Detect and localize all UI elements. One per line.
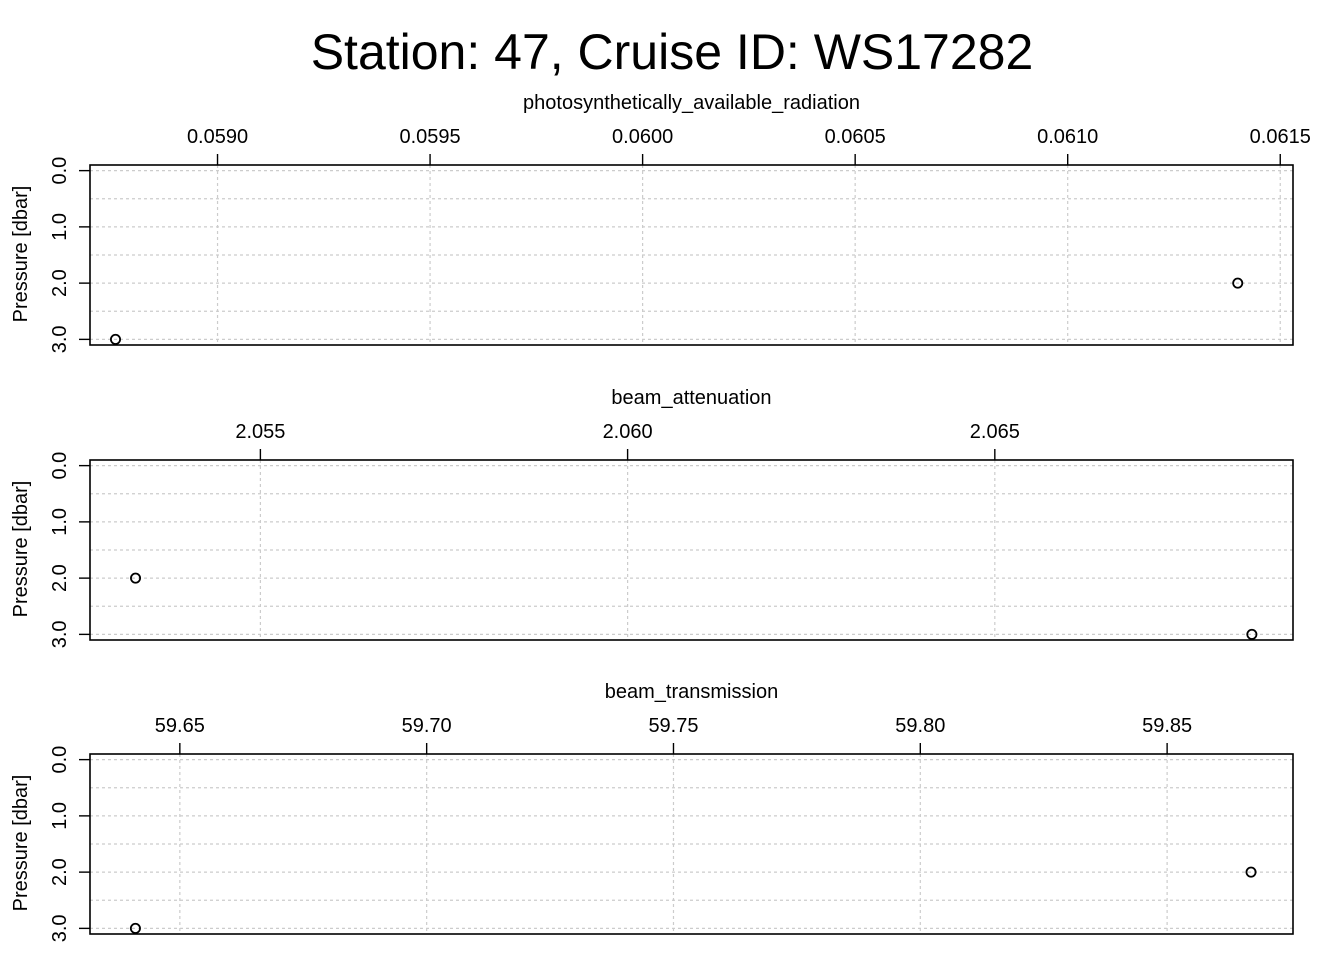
- y-axis-label: Pressure [dbar]: [10, 481, 32, 618]
- plot-frame: [89, 753, 1294, 935]
- x-axis-label: beam_attenuation: [611, 387, 771, 409]
- y-tick-label: 0.0: [49, 452, 71, 480]
- data-point: [130, 572, 142, 584]
- y-tick-label: 1.0: [49, 802, 71, 830]
- data-point: [110, 333, 122, 345]
- y-tick-label: 1.0: [49, 508, 71, 536]
- y-axis-label: Pressure [dbar]: [10, 186, 32, 323]
- chart-main-title: Station: 47, Cruise ID: WS17282: [310, 24, 1034, 80]
- x-tick-label: 0.0615: [1250, 126, 1311, 148]
- x-tick-label: 0.0610: [1037, 126, 1098, 148]
- y-tick-label: 0.0: [49, 746, 71, 774]
- plot-frame: [89, 459, 1294, 641]
- x-axis-label: beam_transmission: [605, 681, 778, 703]
- data-point: [1245, 866, 1257, 878]
- data-point: [1232, 277, 1244, 289]
- x-tick-label: 59.85: [1142, 715, 1192, 737]
- y-tick-label: 2.0: [49, 269, 71, 297]
- y-tick-label: 2.0: [49, 564, 71, 592]
- data-point: [129, 922, 141, 934]
- x-tick-label: 2.060: [603, 421, 653, 443]
- y-axis-label: Pressure [dbar]: [10, 775, 32, 912]
- y-tick-label: 3.0: [49, 914, 71, 942]
- x-tick-label: 2.055: [235, 421, 285, 443]
- x-tick-label: 0.0600: [612, 126, 673, 148]
- x-tick-label: 0.0590: [187, 126, 248, 148]
- y-tick-label: 3.0: [49, 620, 71, 648]
- y-tick-label: 1.0: [49, 213, 71, 241]
- x-tick-label: 0.0605: [825, 126, 886, 148]
- y-tick-label: 0.0: [49, 157, 71, 185]
- x-tick-label: 59.75: [648, 715, 698, 737]
- x-tick-label: 0.0595: [399, 126, 460, 148]
- y-tick-label: 3.0: [49, 325, 71, 353]
- x-tick-label: 2.065: [970, 421, 1020, 443]
- x-tick-label: 59.65: [155, 715, 205, 737]
- x-tick-label: 59.80: [895, 715, 945, 737]
- y-tick-label: 2.0: [49, 858, 71, 886]
- plot-frame: [89, 164, 1294, 346]
- x-tick-label: 59.70: [402, 715, 452, 737]
- data-point: [1246, 628, 1258, 640]
- x-axis-label: photosynthetically_available_radiation: [523, 92, 860, 114]
